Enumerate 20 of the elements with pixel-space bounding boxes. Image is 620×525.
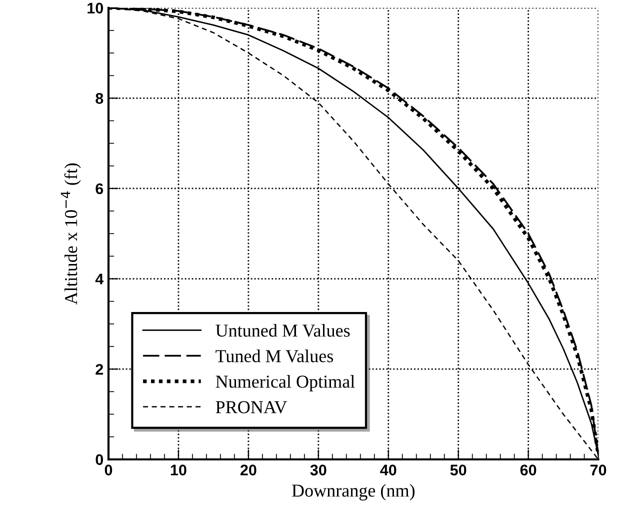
x-tick-label: 50 <box>450 464 466 476</box>
y-tick-label: 4 <box>95 274 104 284</box>
y-tick-label: 2 <box>96 364 104 375</box>
y-tick-label: 10 <box>88 2 104 14</box>
x-tick-label: 30 <box>310 464 326 476</box>
legend-label: Tuned M Values <box>216 350 334 362</box>
y-tick-label: 8 <box>96 93 104 104</box>
x-tick-label: 20 <box>240 464 256 476</box>
x-tick-label: 70 <box>590 464 606 476</box>
x-tick-label: 10 <box>170 464 186 476</box>
y-tick-label: 0 <box>96 454 104 466</box>
x-tick-label: 40 <box>380 464 396 476</box>
x-tick-label: 0 <box>104 464 112 476</box>
y-axis-title: Altitude x 10$^{−4}$ (ft) <box>60 163 81 305</box>
legend-label: Untuned M Values <box>216 324 350 337</box>
x-tick-label: 60 <box>520 464 536 476</box>
legend-label: PRONAV <box>216 401 287 414</box>
x-axis-title: Downrange (nm) <box>292 484 415 500</box>
y-tick-label: 6 <box>96 183 104 194</box>
legend-label: Numerical Optimal <box>216 375 355 392</box>
